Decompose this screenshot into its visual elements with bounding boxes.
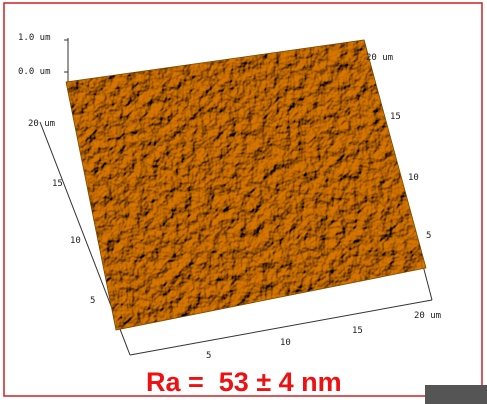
axis-label: 5 (206, 351, 211, 361)
axis-label: 15 (52, 179, 63, 189)
axis-label: 10 (70, 236, 81, 246)
axis-label: 20 um (414, 311, 441, 321)
axis-label: 5 (426, 231, 431, 241)
axis-label: 20 um (366, 53, 393, 63)
axis-label: 20 um (28, 119, 55, 129)
surface (60, 35, 432, 335)
corner-box (425, 385, 487, 404)
axis-label: 15 (390, 112, 401, 122)
roughness-label: Ra = 53 ± 4 nm (146, 367, 342, 397)
axis-label: 5 (90, 296, 95, 306)
axis-label: 10 (408, 173, 419, 183)
axis-label: 15 (352, 326, 363, 336)
afm-figure: 1.0 um 0.0 um 20 um 15 10 5 20 um 15 10 … (0, 0, 487, 404)
axis-label: 10 (280, 338, 291, 348)
page: 1.0 um 0.0 um 20 um 15 10 5 20 um 15 10 … (0, 0, 487, 404)
z-label: 0.0 um (18, 67, 51, 77)
z-label: 1.0 um (18, 33, 51, 43)
